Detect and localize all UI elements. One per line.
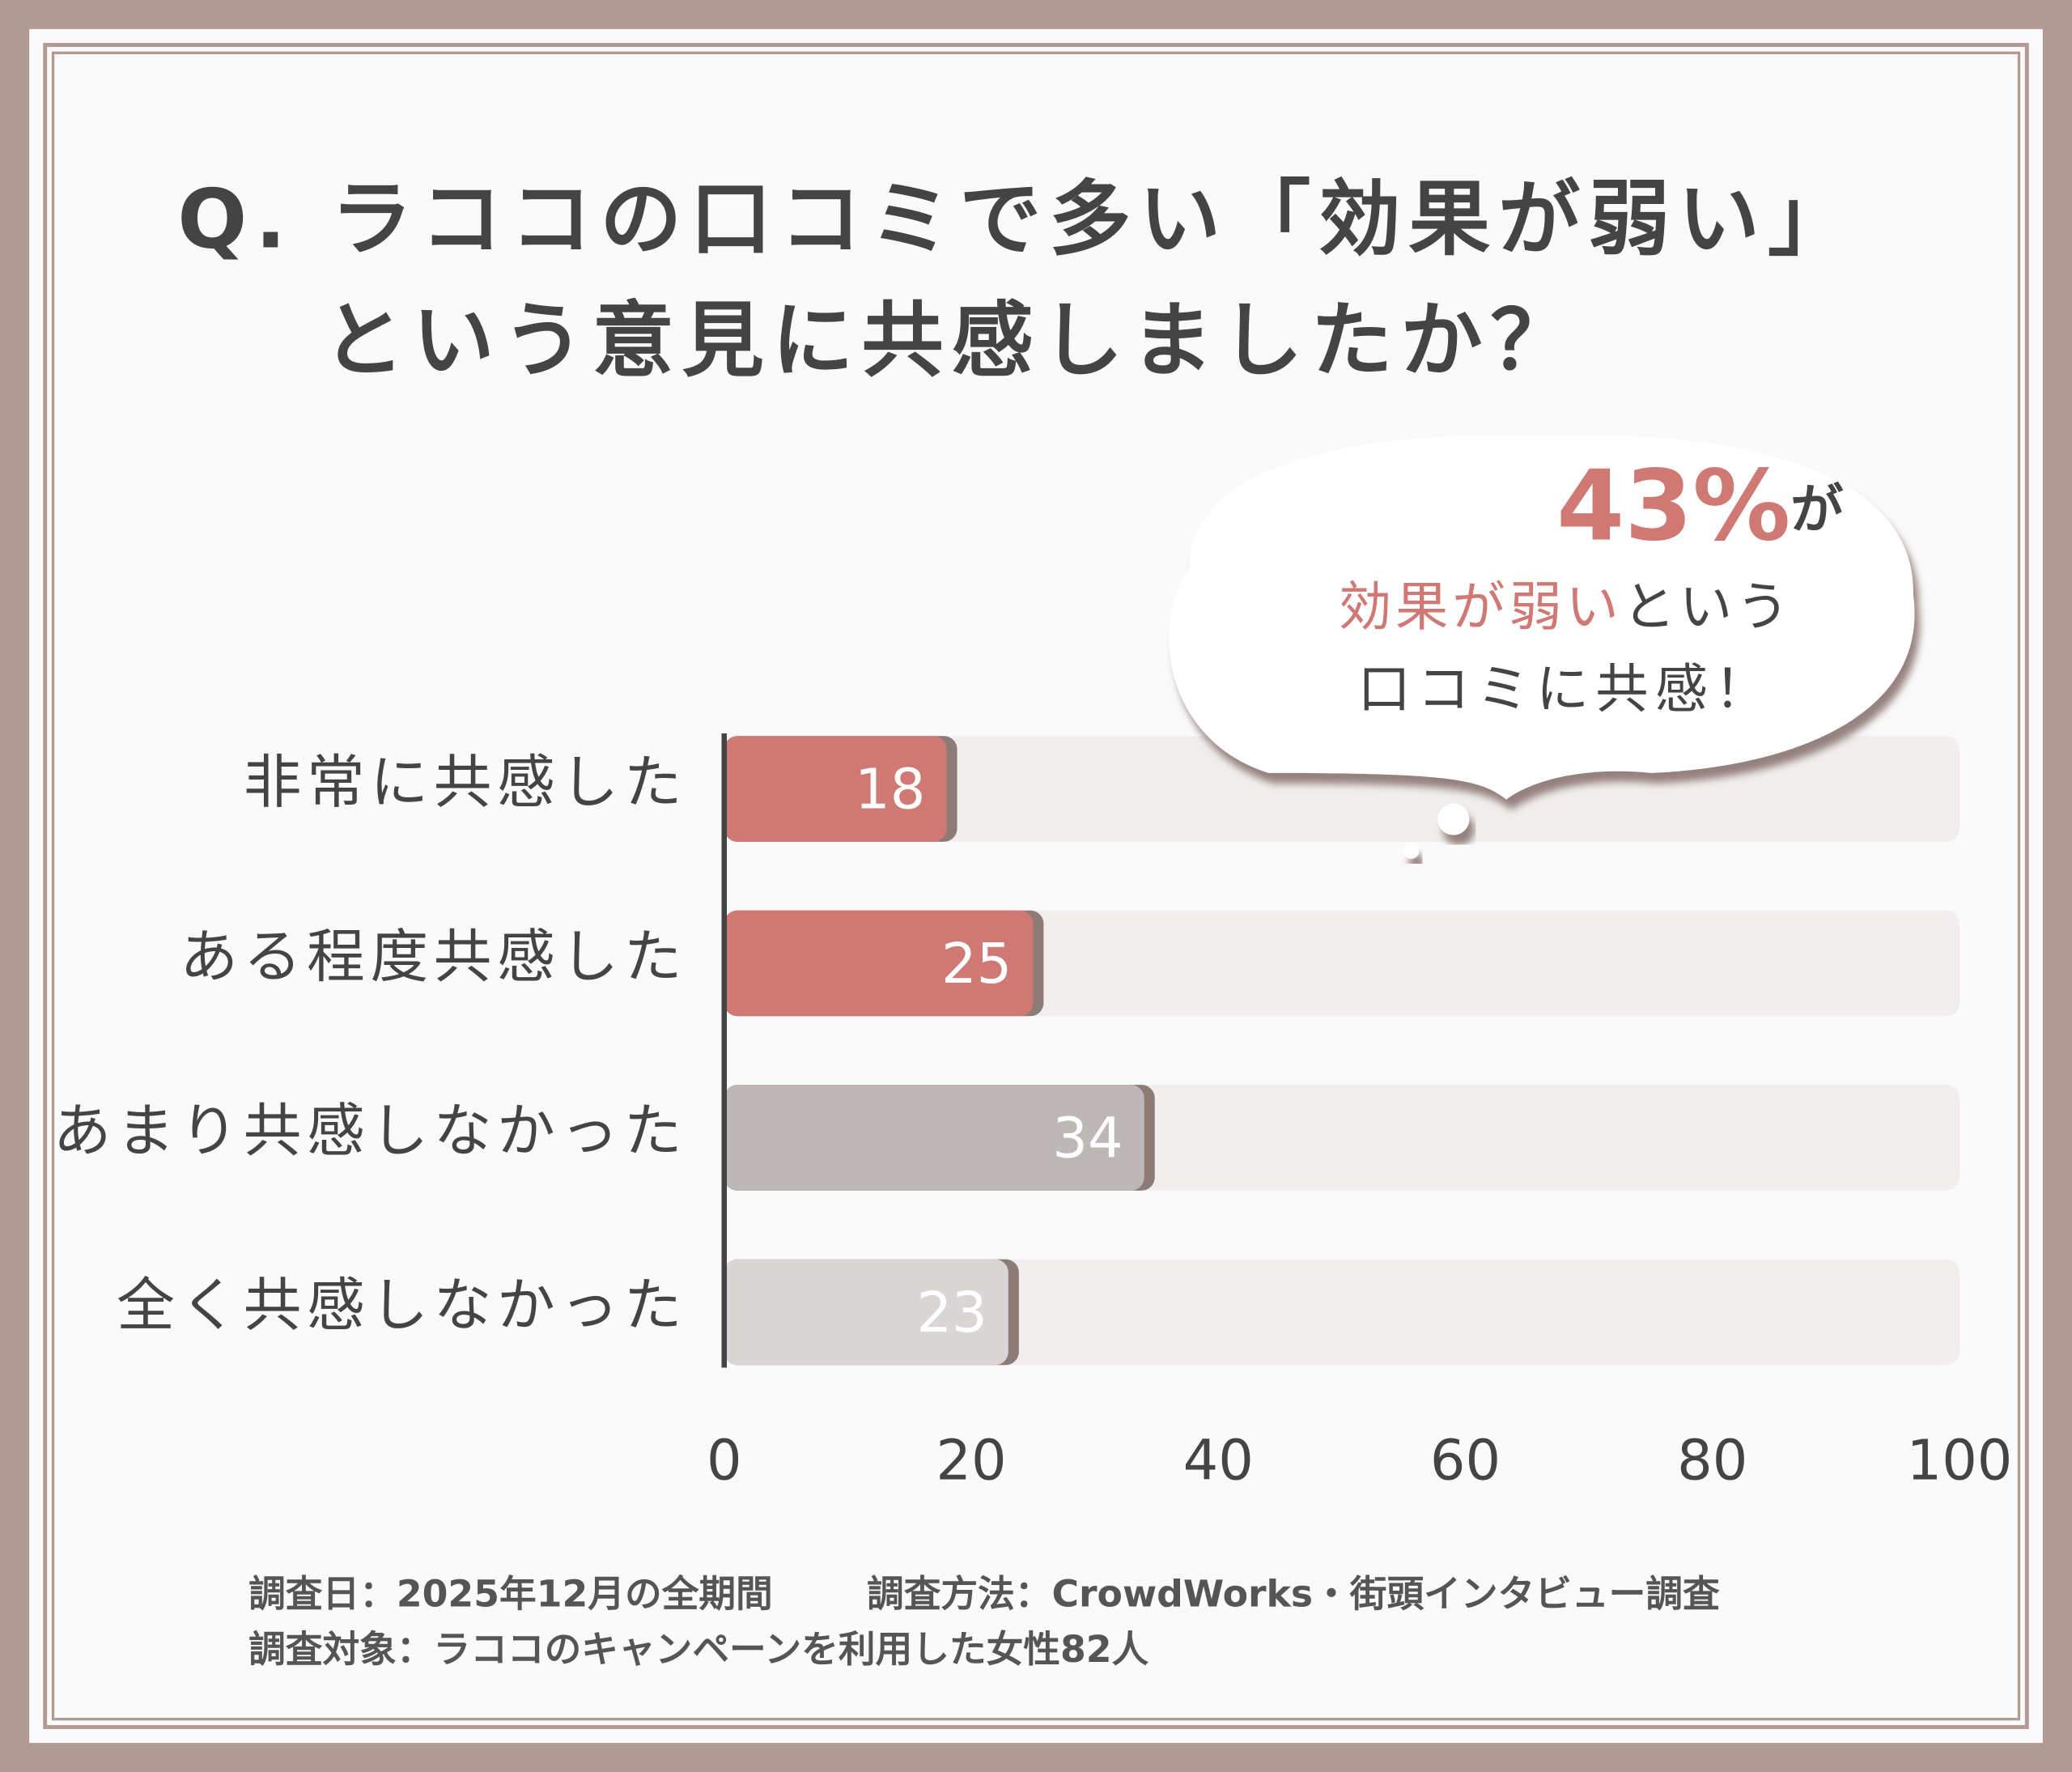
panel [29, 28, 2043, 1744]
note: 調査対象：ラココのキャンペーンを利用した女性82人 [248, 1628, 1149, 1671]
y-tick-label: 非常に共感した [244, 748, 687, 816]
callout-highlight: 効果が弱い [1339, 576, 1623, 638]
y-tick-label: 全く共感しなかった [117, 1271, 687, 1339]
callout-text: 43%が [1556, 450, 1843, 563]
plot-area: 18 非常に共感した 25 ある程度共感した 34 あまり共感しなかった 23 全く共感しなか… [53, 733, 2013, 1494]
bubble-dot [1437, 803, 1470, 835]
callout-text: が [1790, 478, 1843, 540]
value-label: 23 [916, 1281, 987, 1345]
x-tick-label: 60 [1430, 1429, 1501, 1494]
panel-border [43, 43, 2029, 1729]
chart-title: Q. ラココの口コミで多い「効果が弱い」 [177, 171, 1858, 266]
callout-text: 効果が弱いという [1339, 576, 1793, 638]
x-tick-label: 40 [1183, 1429, 1254, 1494]
bar-track [724, 1259, 1960, 1366]
bubble-dot [1403, 843, 1420, 860]
value-label: 34 [1052, 1106, 1123, 1171]
y-tick-label: あまり共感しなかった [53, 1097, 687, 1165]
panel-border [51, 51, 2021, 1721]
note: 調査日：2025年12月の全期間 [248, 1572, 773, 1615]
chart-title: という意見に共感しましたか？ [323, 293, 1581, 389]
x-tick-label: 20 [936, 1429, 1006, 1494]
x-tick-label: 100 [1907, 1429, 2013, 1494]
callout-text: という [1623, 576, 1794, 638]
bar [724, 1085, 1144, 1191]
note: 調査方法：CrowdWorks・街頭インタビュー調査 [867, 1572, 1720, 1615]
value-label: 25 [941, 932, 1012, 996]
bar [724, 1259, 1008, 1366]
x-tick-label: 0 [707, 1429, 742, 1494]
bar [724, 910, 1034, 1017]
callout-text: 口コミに共感！ [1358, 658, 1774, 720]
speech-bubble [1168, 435, 1915, 800]
value-label: 18 [855, 757, 925, 822]
callout-highlight: 43% [1556, 450, 1790, 563]
y-tick-label: ある程度共感した [180, 922, 687, 990]
bar [724, 736, 947, 842]
x-tick-label: 80 [1677, 1429, 1747, 1494]
